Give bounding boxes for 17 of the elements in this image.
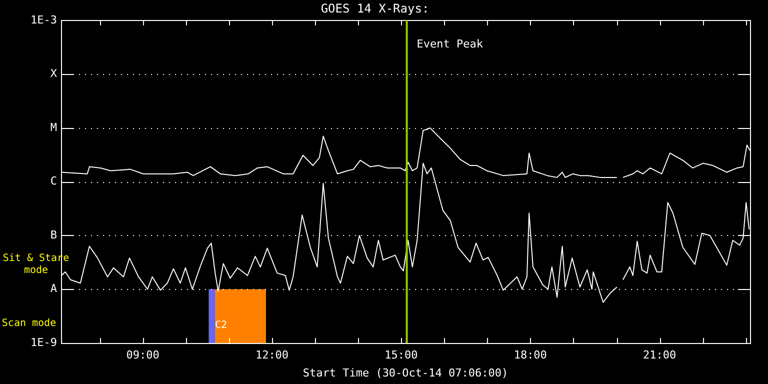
x-tick-label: 18:00 [514,348,547,362]
y-tick-label: A [50,282,58,296]
y-tick-label: M [50,120,58,134]
x-tick-label: 21:00 [643,348,676,362]
chart-title: GOES 14 X-Rays: [320,1,430,16]
x-tick-label: 15:00 [384,348,418,362]
y-tick-label: 1E-9 [30,336,57,349]
ref-line-label: Event Peak [416,37,484,50]
x-axis-title: Start Time (30-Oct-14 07:06:00) [302,366,508,380]
y-tick-label: B [50,228,58,242]
x-tick-label: 09:00 [126,348,160,362]
text: Scan mode [0,318,58,330]
annotation: C2 [214,320,228,332]
x-tick-label: 12:00 [255,348,289,362]
y-tick-label: C [50,174,57,188]
y-tick-label: X [50,67,58,80]
y-tick-label: 1E-3 [30,13,57,26]
